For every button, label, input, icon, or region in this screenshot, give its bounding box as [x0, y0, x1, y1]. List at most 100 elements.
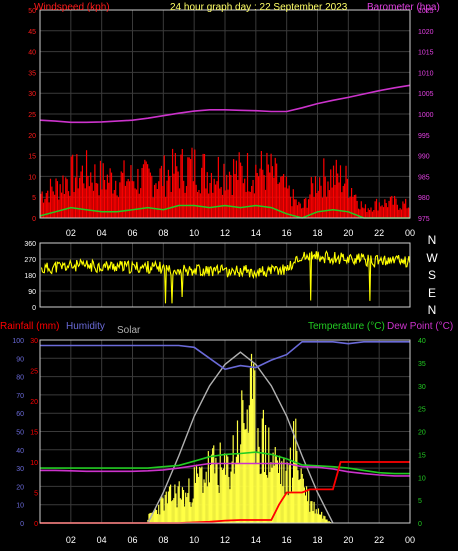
direction-axis-ticks: 0 90 180 270 360: [24, 241, 36, 312]
windspeed-tick-label: 45: [28, 29, 36, 36]
barometer-tick-label: 1025: [418, 8, 434, 15]
hour-tick-label: 02: [66, 535, 76, 545]
humidity-tick-label: 60: [16, 411, 24, 418]
barometer-tick-label: 980: [418, 195, 430, 202]
barometer-tick-label: 1015: [418, 50, 434, 57]
hour-tick-label: 20: [343, 228, 353, 238]
hour-tick-label: 12: [220, 228, 230, 238]
windspeed-tick-label: 25: [28, 112, 36, 119]
humidity-axis-ticks: 0 10 20 30 40 50 60 70 80 90 100: [12, 338, 24, 528]
rainfall-axis-label: Rainfall (mm): [0, 321, 59, 332]
temperature-tick-label: 15: [418, 452, 426, 459]
temperature-axis-ticks: 0 5 10 15 20 25 30 35 40: [418, 338, 426, 528]
direction-panel-series: [40, 250, 411, 304]
windspeed-tick-label: 35: [28, 70, 36, 77]
humidity-line: [40, 340, 410, 371]
compass-label: S: [428, 268, 436, 282]
rainfall-tick-label: 30: [30, 338, 38, 345]
wind-panel-series: [39, 84, 411, 219]
compass-label: N: [428, 233, 437, 247]
humidity-tick-label: 80: [16, 375, 24, 382]
humidity-tick-label: 10: [16, 503, 24, 510]
barometer-tick-label: 1010: [418, 70, 434, 77]
humidity-axis-label: Humidity: [66, 321, 105, 332]
humidity-tick-label: 50: [16, 430, 24, 437]
windspeed-tick-label: 40: [28, 50, 36, 57]
rainfall-tick-label: 15: [30, 430, 38, 437]
direction-tick-label: 90: [28, 289, 36, 296]
hour-tick-label: 02: [66, 228, 76, 238]
temperature-tick-label: 30: [418, 384, 426, 391]
barometer-line: [39, 84, 411, 124]
rainfall-tick-label: 0: [34, 521, 38, 528]
humidity-tick-label: 100: [12, 338, 24, 345]
temperature-tick-label: 40: [418, 338, 426, 345]
hour-tick-label: 04: [97, 535, 107, 545]
humidity-tick-label: 90: [16, 356, 24, 363]
windspeed-axis-ticks: 0 5 10 15 20 25 30 35 40 45 50: [28, 8, 36, 223]
hour-tick-label: 00: [405, 535, 415, 545]
hour-tick-label: 12: [220, 535, 230, 545]
temperature-tick-label: 0: [418, 521, 422, 528]
barometer-axis-label: Barometer (hpa): [367, 2, 440, 13]
barometer-tick-label: 1000: [418, 112, 434, 119]
barometer-tick-label: 990: [418, 154, 430, 161]
rainfall-axis-ticks: 0 5 10 15 20 25 30: [30, 338, 38, 528]
windspeed-tick-label: 20: [28, 133, 36, 140]
wind-panel-hour-ticks: 02 04 06 08 10 12 14 16 18 20 22 00: [66, 228, 415, 238]
barometer-tick-label: 975: [418, 216, 430, 223]
humidity-tick-label: 70: [16, 393, 24, 400]
average-wind-line: [39, 204, 410, 219]
compass-label: W: [426, 251, 438, 265]
windspeed-tick-label: 0: [32, 216, 36, 223]
direction-tick-label: 180: [24, 273, 36, 280]
barometer-axis-ticks: 975 980 985 990 995 1000 1005 1010 1015 1020 1025: [418, 8, 434, 223]
hour-tick-label: 08: [158, 228, 168, 238]
climate-panel-hour-ticks: 02 04 06 08 10 12 14 16 18 20 22 00: [66, 535, 415, 545]
rainfall-tick-label: 20: [30, 399, 38, 406]
temperature-axis-label: Temperature (°C): [308, 321, 385, 332]
temperature-tick-label: 35: [418, 361, 426, 368]
dewpoint-line: [40, 462, 410, 477]
direction-panel-frame: [39, 242, 411, 308]
solar-max-line: [147, 351, 334, 524]
hour-tick-label: 18: [312, 228, 322, 238]
hour-tick-label: 20: [343, 535, 353, 545]
hour-tick-label: 04: [97, 228, 107, 238]
temperature-tick-label: 5: [418, 498, 422, 505]
hour-tick-label: 06: [127, 535, 137, 545]
chart-title: 24 hour graph day : 22 September 2023: [170, 2, 348, 13]
windspeed-tick-label: 50: [28, 8, 36, 15]
hour-tick-label: 16: [282, 535, 292, 545]
humidity-tick-label: 40: [16, 448, 24, 455]
hour-tick-label: 16: [282, 228, 292, 238]
wind-panel-frame: [39, 9, 411, 219]
humidity-tick-label: 20: [16, 484, 24, 491]
windspeed-tick-label: 10: [28, 174, 36, 181]
direction-tick-label: 360: [24, 241, 36, 248]
rainfall-tick-label: 5: [34, 491, 38, 498]
hour-tick-label: 10: [189, 228, 199, 238]
hour-tick-label: 14: [251, 228, 261, 238]
windspeed-axis-label: Windspeed (kph): [34, 2, 110, 13]
hour-tick-label: 08: [158, 535, 168, 545]
barometer-tick-label: 985: [418, 174, 430, 181]
direction-tick-label: 270: [24, 257, 36, 264]
windspeed-tick-label: 15: [28, 154, 36, 161]
barometer-tick-label: 995: [418, 133, 430, 140]
barometer-tick-label: 1005: [418, 91, 434, 98]
humidity-tick-label: 0: [20, 521, 24, 528]
barometer-tick-label: 1020: [418, 29, 434, 36]
hour-tick-label: 14: [251, 535, 261, 545]
hour-tick-label: 18: [312, 535, 322, 545]
hour-tick-label: 06: [127, 228, 137, 238]
rainfall-tick-label: 25: [30, 369, 38, 376]
rainfall-tick-label: 10: [30, 460, 38, 467]
hour-tick-label: 10: [189, 535, 199, 545]
humidity-tick-label: 30: [16, 466, 24, 473]
compass-label: N: [428, 303, 437, 317]
hour-tick-label: 00: [405, 228, 415, 238]
wind-direction-line: [40, 250, 411, 304]
